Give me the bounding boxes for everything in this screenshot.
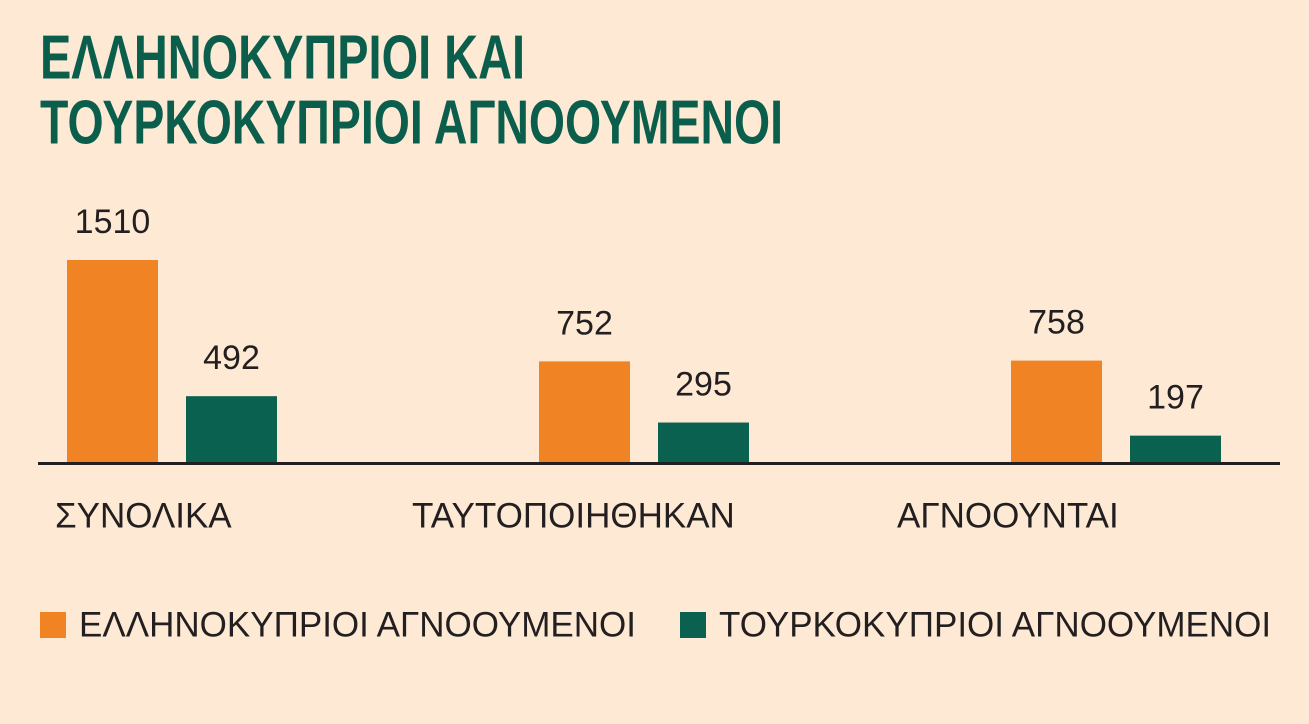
bar	[539, 361, 630, 462]
legend-label: ΤΟΥΡΚΟΚΥΠΡΙΟΙ ΑΓΝΟΟΥΜΕΝΟΙ	[719, 605, 1271, 644]
legend-swatch	[680, 612, 706, 638]
x-tick-label: ΣΥΝΟΛΙΚΑ	[55, 496, 232, 535]
bar	[67, 260, 158, 462]
chart-title: ΤΟΥΡΚΟΚΥΠΡΙΟΙ ΑΓΝΟΟΥΜΕΝΟΙ	[40, 88, 783, 157]
bar	[186, 396, 277, 462]
x-tick-label: ΑΓΝΟΟΥΝΤΑΙ	[897, 496, 1119, 535]
value-label: 752	[556, 304, 613, 342]
bar	[1130, 435, 1221, 462]
legend-label: ΕΛΛΗΝΟΚΥΠΡΙΟΙ ΑΓΝΟΟΥΜΕΝΟΙ	[79, 605, 636, 644]
chart-title: ΕΛΛΗΝΟΚΥΠΡΙΟΙ ΚΑΙ	[40, 23, 525, 92]
value-label: 197	[1147, 379, 1204, 417]
legend-swatch	[40, 612, 66, 638]
value-label: 492	[203, 339, 260, 377]
value-label: 1510	[75, 203, 151, 241]
bar	[1011, 360, 1102, 462]
bar	[658, 422, 749, 462]
x-tick-label: ΤΑΥΤΟΠΟΙΗΘΗΚΑΝ	[412, 496, 735, 535]
value-label: 295	[675, 366, 732, 404]
value-label: 758	[1028, 304, 1085, 342]
